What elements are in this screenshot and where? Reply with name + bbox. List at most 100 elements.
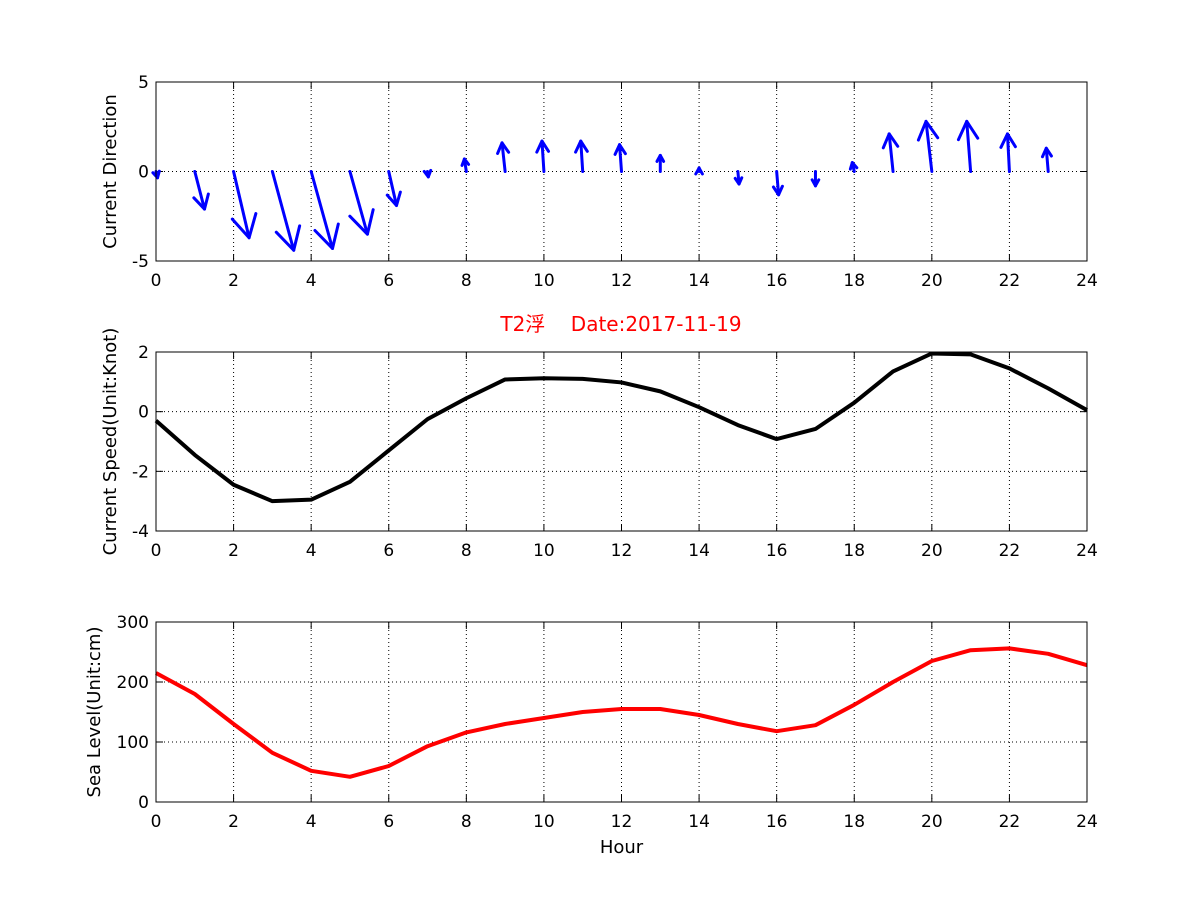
x-tick-label: 18 — [843, 271, 865, 291]
quiver-arrow — [496, 141, 511, 173]
x-tick-label: 2 — [228, 271, 239, 291]
y-axis-label: Current Direction — [100, 94, 121, 249]
quiver-arrow — [810, 170, 821, 188]
arrow-head — [348, 208, 375, 236]
x-axis-label: Hour — [600, 837, 644, 858]
x-tick-label: 22 — [999, 271, 1021, 291]
x-tick-label: 20 — [921, 812, 943, 832]
arrow-head — [613, 143, 627, 156]
arrow-shaft — [1044, 146, 1050, 173]
quiver-arrow — [771, 170, 784, 197]
y-tick-label: 200 — [117, 673, 149, 693]
x-tick-label: 20 — [921, 271, 943, 291]
x-tick-label: 10 — [533, 812, 555, 832]
quiver-arrow — [535, 139, 551, 173]
quiver-arrow — [422, 168, 433, 179]
x-tick-label: 0 — [151, 812, 162, 832]
quiver-arrow — [881, 132, 900, 173]
axes-frame — [155, 81, 1088, 262]
x-tick-label: 14 — [688, 812, 710, 832]
arrow-shaft — [924, 119, 934, 173]
arrow-shaft — [1005, 132, 1011, 173]
quiver-arrow — [1040, 146, 1053, 173]
arrow-shaft — [887, 132, 895, 173]
x-tick-label: 24 — [1076, 271, 1098, 291]
arrow-head — [574, 139, 589, 154]
arrow-head — [535, 139, 551, 154]
y-tick-label: -5 — [132, 252, 149, 272]
arrow-head — [916, 119, 940, 142]
quiver-arrow — [655, 153, 666, 173]
x-tick-label: 16 — [766, 271, 788, 291]
arrow-head — [313, 222, 340, 250]
y-axis-label: Sea Level(Unit:cm) — [84, 627, 105, 798]
arrow-shaft — [540, 139, 546, 173]
quiver-arrow — [694, 166, 704, 176]
arrow-head — [771, 184, 784, 197]
y-tick-label: 0 — [138, 403, 149, 423]
arrow-head — [460, 157, 471, 167]
y-tick-label: 300 — [117, 613, 149, 633]
x-tick-label: 24 — [1076, 812, 1098, 832]
x-tick-label: 4 — [306, 271, 317, 291]
arrow-head — [274, 224, 302, 252]
x-tick-labels: 0 2 4 6 8 10 12 14 16 18 20 22 24 — [151, 271, 1098, 291]
arrow-shaft — [193, 170, 206, 211]
arrow-shaft — [232, 170, 251, 240]
y-tick-labels: 0 100 200 300 — [117, 613, 149, 813]
x-tick-label: 0 — [151, 541, 162, 561]
arrow-head — [230, 212, 258, 240]
chart-title: T2浮 Date:2017-11-19 — [499, 312, 741, 336]
quiver-arrow — [309, 170, 340, 250]
x-tick-label: 16 — [766, 541, 788, 561]
x-tick-label: 4 — [306, 541, 317, 561]
quiver-arrow — [348, 170, 375, 236]
quiver-arrow — [230, 170, 258, 240]
grid — [155, 621, 1088, 803]
quiver-arrow — [192, 170, 210, 211]
y-axis-label: Current Speed(Unit:Knot) — [100, 328, 121, 556]
arrow-shaft — [618, 143, 623, 173]
arrow-shaft — [965, 119, 973, 173]
arrow-shaft — [387, 170, 399, 208]
arrow-head — [810, 178, 821, 188]
arrow-head — [151, 169, 161, 180]
arrow-head — [999, 132, 1017, 149]
x-tick-label: 10 — [533, 541, 555, 561]
x-tick-label: 8 — [461, 812, 472, 832]
quiver-arrows — [151, 119, 1053, 252]
quiver-arrow — [574, 139, 589, 173]
x-tick-label: 8 — [461, 271, 472, 291]
x-tick-label: 6 — [383, 812, 394, 832]
speed-series — [154, 351, 1088, 504]
arrow-shaft — [775, 170, 781, 197]
x-tick-labels: 0 2 4 6 8 10 12 14 16 18 20 22 24 — [151, 541, 1098, 561]
quiver-arrow — [848, 161, 859, 173]
x-tick-label: 0 — [151, 271, 162, 291]
quiver-arrow — [956, 119, 980, 173]
arrow-head — [733, 176, 744, 186]
quiver-arrow — [999, 132, 1017, 173]
arrow-head — [694, 166, 704, 176]
x-tick-labels: 0 2 4 6 8 10 12 14 16 18 20 22 24 — [151, 812, 1098, 832]
x-tick-label: 12 — [611, 271, 633, 291]
x-tick-label: 16 — [766, 812, 788, 832]
current-speed-panel: 0 2 4 6 8 10 12 14 16 18 20 22 24 -4-202 Current Spe… — [100, 328, 1098, 561]
axes-frame — [155, 351, 1088, 532]
series-line — [155, 646, 1088, 779]
arrow-head — [1040, 146, 1053, 159]
quiver-arrow — [733, 170, 744, 186]
arrow-head — [385, 190, 402, 208]
x-tick-label: 12 — [611, 812, 633, 832]
x-tick-label: 18 — [843, 541, 865, 561]
x-tick-label: 12 — [611, 541, 633, 561]
x-tick-label: 6 — [383, 541, 394, 561]
arrow-shaft — [309, 170, 335, 250]
x-tick-label: 10 — [533, 271, 555, 291]
arrow-shaft — [348, 170, 369, 236]
x-tick-label: 8 — [461, 541, 472, 561]
x-tick-label: 20 — [921, 541, 943, 561]
